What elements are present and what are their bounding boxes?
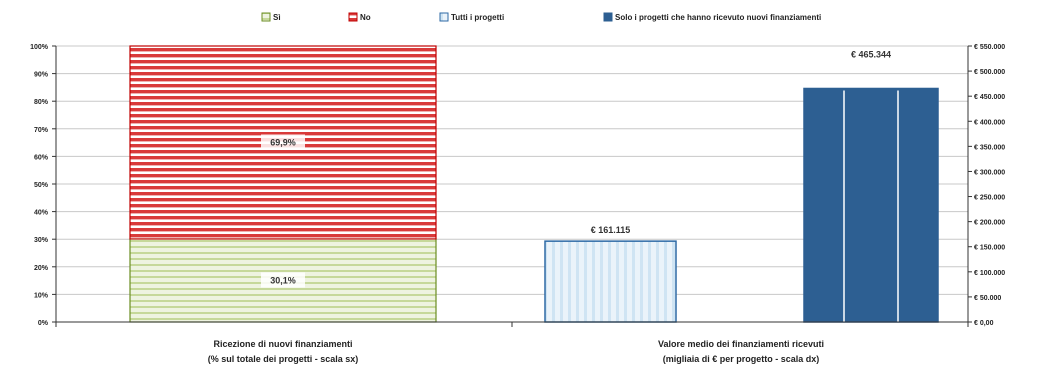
value-bar-label-2: € 465.344 <box>851 49 891 59</box>
left-axis-tick-label: 50% <box>34 182 49 189</box>
legend-swatch-4 <box>603 12 613 22</box>
right-axis-tick-label: € 500.000 <box>974 69 1005 76</box>
left-axis-tick-label: 40% <box>34 210 49 217</box>
left-axis-tick-label: 100% <box>30 44 49 51</box>
left-axis-tick-label: 0% <box>38 320 49 327</box>
right-axis-tick-label: € 200.000 <box>974 220 1005 227</box>
value-bar-2 <box>803 87 939 323</box>
legend-label-2: No <box>360 13 371 22</box>
data-labels: 30,1% 69,9% € 161.115 € 465.344 <box>261 49 891 288</box>
data-label-background <box>261 272 305 288</box>
right-axis-tick-label: € 0,00 <box>974 320 994 327</box>
left-axis-tick-label: 60% <box>34 154 49 161</box>
right-axis-tick-label: € 450.000 <box>974 94 1005 101</box>
value-bar-label-1: € 161.115 <box>591 225 631 235</box>
value-bar-1 <box>544 240 677 323</box>
left-axis-tick-label: 30% <box>34 237 49 244</box>
axes: 0% 10% 20% 30% 40% 50% 60% 70% 80% 90% 100% € 0,00 €… <box>30 44 1005 364</box>
legend-label-3: Tutti i progetti <box>451 13 504 22</box>
right-axis-tick-label: € 50.000 <box>974 295 1001 302</box>
data-label-background <box>261 134 305 150</box>
right-axis-tick-label: € 300.000 <box>974 169 1005 176</box>
left-axis-tick-label: 70% <box>34 127 49 134</box>
right-axis-tick-label: € 550.000 <box>974 44 1005 51</box>
left-axis-tick-label: 20% <box>34 265 49 272</box>
category-label-line1-1: Ricezione di nuovi finanziamenti <box>213 339 352 349</box>
stacked-bar-label-2: 69,9% <box>270 137 296 147</box>
legend-swatch-3 <box>439 12 449 22</box>
right-axis-tick-label: € 350.000 <box>974 144 1005 151</box>
right-axis-tick-label: € 400.000 <box>974 119 1005 126</box>
stacked-bar-label-1: 30,1% <box>270 275 296 285</box>
legend: Sì No Tutti i progetti Solo i progetti che … <box>261 12 821 22</box>
category-label-line2-2: (migliaia di € per progetto - scala dx) <box>663 354 820 364</box>
left-axis-tick-label: 90% <box>34 72 49 79</box>
right-axis-tick-label: € 100.000 <box>974 270 1005 277</box>
left-axis-tick-label: 10% <box>34 292 49 299</box>
category-label-line1-2: Valore medio dei finanziamenti ricevuti <box>658 339 824 349</box>
right-axis-tick-label: € 250.000 <box>974 195 1005 202</box>
legend-label-4: Solo i progetti che hanno ricevuto nuovi… <box>615 13 821 22</box>
category-label-line2-1: (% sul totale dei progetti - scala sx) <box>208 354 359 364</box>
legend-label-1: Sì <box>273 13 281 22</box>
legend-swatch-2 <box>348 12 358 22</box>
right-axis-tick-label: € 150.000 <box>974 245 1005 252</box>
legend-swatch-1 <box>261 12 271 22</box>
left-axis-tick-label: 80% <box>34 99 49 106</box>
